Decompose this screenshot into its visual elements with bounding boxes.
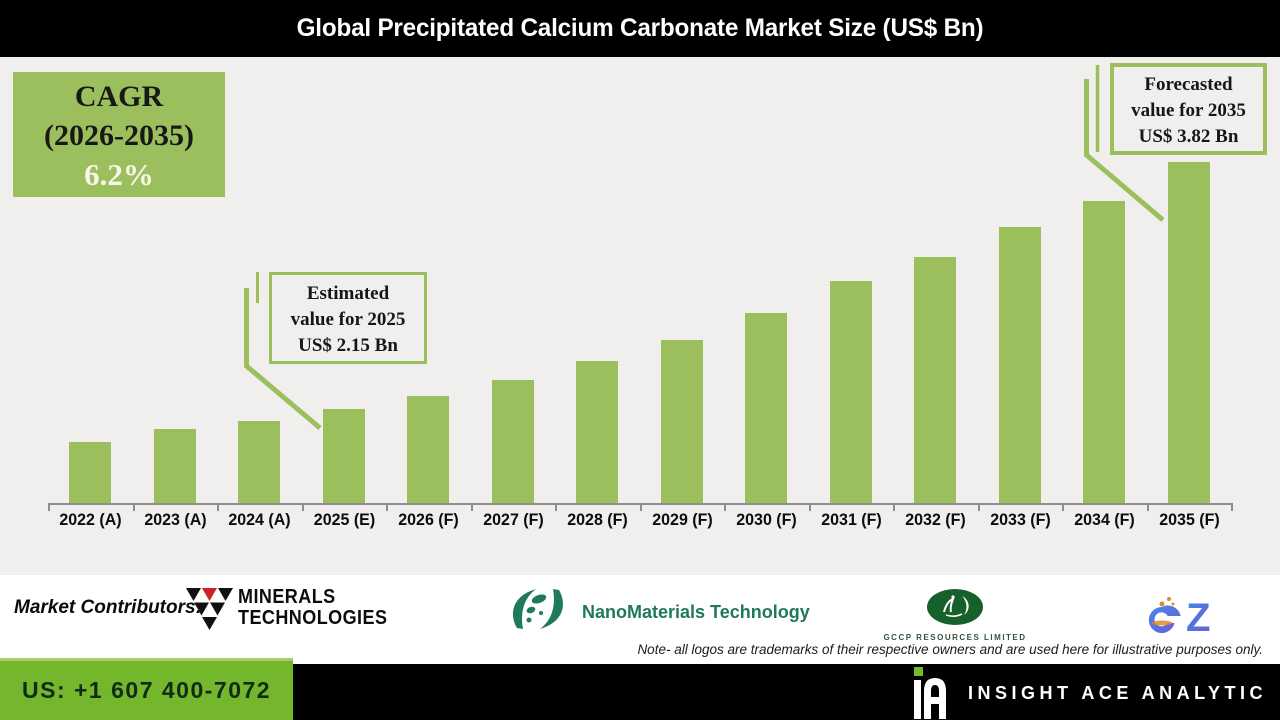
nanomaterials-wordmark: NanoMaterials Technology <box>582 602 810 622</box>
x-axis-tick <box>217 503 219 511</box>
insight-ace-logo-icon <box>914 667 946 719</box>
x-axis-label: 2028 (F) <box>567 511 628 529</box>
page-title: Global Precipitated Calcium Carbonate Ma… <box>296 14 984 42</box>
x-axis-label: 2032 (F) <box>905 511 966 529</box>
cagr-label: CAGR <box>74 80 164 113</box>
chart-panel: CAGR (2026-2035) 6.2% Estimated value fo… <box>0 57 1280 575</box>
minerals-technologies-logo-icon <box>186 588 233 630</box>
bar-2023-a <box>153 429 196 503</box>
nanomaterials-logo-icon <box>513 589 563 629</box>
ez-logo-icon: Z <box>1148 596 1210 635</box>
contributors-strip: Market Contributors: MINERALS TECHNOLOGI… <box>0 575 1280 664</box>
brand-name: INSIGHT ACE ANALYTIC <box>968 683 1268 703</box>
x-axis-label: 2027 (F) <box>482 511 544 529</box>
x-axis-tick <box>386 503 388 511</box>
x-axis-tick <box>555 503 557 511</box>
x-axis-tick <box>1146 503 1149 511</box>
x-axis-tick <box>639 503 642 511</box>
cagr-value: 6.2% <box>84 157 154 192</box>
x-axis-label: 2030 (F) <box>736 511 797 529</box>
x-axis-tick <box>724 503 726 511</box>
bar-2033-f <box>998 227 1041 503</box>
minerals-line: MINERALS <box>238 586 336 608</box>
x-axis-tick <box>1231 503 1233 511</box>
gccp-logo-icon <box>927 589 983 625</box>
trademark-note: Note- all logos are trademarks of their … <box>637 642 1263 657</box>
bar-2025-e <box>322 409 365 503</box>
phone-number: US: +1 607 400-7072 <box>22 677 272 703</box>
x-axis-tick <box>893 503 895 511</box>
x-axis-label: 2023 (A) <box>143 511 207 529</box>
bar-2027-f <box>491 380 534 503</box>
estimated-value-callout: Estimated value for 2025 US$ 2.15 Bn <box>269 272 427 364</box>
technologies-line: TECHNOLOGIES <box>238 607 388 629</box>
bar-2031-f <box>829 281 872 503</box>
x-axis-tick <box>808 503 811 511</box>
x-axis-label: 2024 (A) <box>228 511 291 529</box>
cagr-box: CAGR (2026-2035) 6.2% <box>13 72 225 197</box>
estimated-line1: Estimated <box>306 283 390 304</box>
x-axis-tick <box>1062 503 1064 511</box>
estimated-line2: value for 2025 <box>290 309 406 330</box>
bar-2028-f <box>576 361 619 503</box>
x-axis-label: 2025 (E) <box>313 511 375 529</box>
gccp-wordmark: GCCP RESOURCES LIMITED <box>883 633 1027 642</box>
x-axis-label: 2033 (F) <box>989 511 1051 529</box>
x-axis-tick <box>977 503 980 511</box>
bar-2032-f <box>914 257 957 503</box>
x-axis-tick <box>301 503 304 511</box>
callout-leader-lines <box>244 65 1165 430</box>
x-axis-label: 2029 (F) <box>651 511 713 529</box>
bar-2034-f <box>1083 201 1126 503</box>
forecasted-value-callout: Forecasted value for 2035 US$ 3.82 Bn <box>1110 63 1267 155</box>
x-axis-label: 2026 (F) <box>398 511 459 529</box>
forecasted-value: US$ 3.82 Bn <box>1138 126 1239 147</box>
x-axis-label: 2031 (F) <box>820 511 882 529</box>
x-axis-label: 2035 (F) <box>1158 511 1220 529</box>
gccp-logo: GCCP RESOURCES LIMITED <box>872 588 1038 642</box>
phone-box: US: +1 607 400-7072 <box>0 658 293 720</box>
x-axis-tick <box>48 503 50 511</box>
minerals-technologies-wordmark: MINERALS TECHNOLOGIES <box>238 587 387 629</box>
x-axis-tick <box>132 503 135 511</box>
cagr-period: (2026-2035) <box>44 119 194 152</box>
bar-2026-f <box>407 396 450 503</box>
forecasted-line1: Forecasted <box>1144 74 1233 95</box>
forecasted-line2: value for 2035 <box>1131 100 1246 121</box>
bar-2029-f <box>660 340 703 503</box>
bar-2022-a <box>69 442 112 503</box>
x-axis-label: 2022 (A) <box>59 511 122 529</box>
x-axis-tick <box>470 503 473 511</box>
estimated-value: US$ 2.15 Bn <box>298 335 398 356</box>
bar-2024-a <box>238 421 281 503</box>
x-axis-label: 2034 (F) <box>1074 511 1135 529</box>
bar-2030-f <box>745 313 788 503</box>
ez-z-letter: Z <box>1186 596 1210 635</box>
bar-2035-f <box>1167 162 1210 503</box>
title-bar: Global Precipitated Calcium Carbonate Ma… <box>0 0 1280 57</box>
contributors-label: Market Contributors: <box>14 597 202 618</box>
